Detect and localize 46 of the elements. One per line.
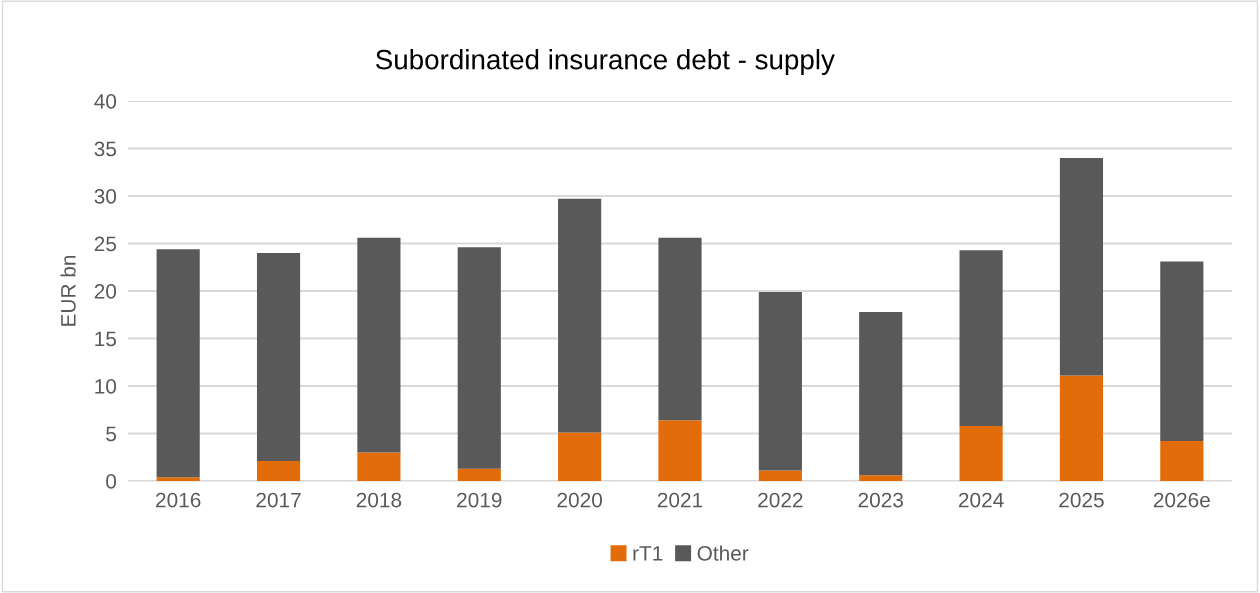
y-tick-label: 10 xyxy=(95,379,117,394)
bar xyxy=(558,198,602,433)
bar xyxy=(256,253,301,462)
bar xyxy=(558,432,602,481)
bar xyxy=(1160,261,1204,442)
bar xyxy=(758,470,802,481)
x-tick-label: 2026e xyxy=(1153,492,1210,508)
bar xyxy=(357,452,401,481)
y-tick-label: 35 xyxy=(94,141,117,157)
bar xyxy=(859,311,903,476)
y-axis-title: EUR bn xyxy=(60,255,76,326)
bar xyxy=(256,461,301,481)
x-tick-label: 2022 xyxy=(758,492,803,508)
bar xyxy=(1059,158,1104,376)
bar xyxy=(959,425,1003,481)
x-tick-label: 2018 xyxy=(356,492,402,508)
y-tick-label: 0 xyxy=(106,474,117,489)
bar xyxy=(959,250,1003,426)
bar xyxy=(859,475,903,481)
x-tick-label: 2021 xyxy=(657,492,703,508)
legend-label: Other xyxy=(697,545,749,561)
y-tick-label: 40 xyxy=(94,94,117,109)
x-tick-label: 2016 xyxy=(156,492,201,508)
bar xyxy=(1160,441,1204,481)
x-tick-label: 2023 xyxy=(858,492,903,508)
bar xyxy=(758,291,802,471)
x-tick-label: 2024 xyxy=(958,492,1004,508)
y-tick-label: 30 xyxy=(94,189,117,204)
y-tick-label: 5 xyxy=(106,426,117,442)
bar xyxy=(357,237,401,453)
legend-label: rT1 xyxy=(633,546,663,561)
bar xyxy=(156,477,200,481)
bar xyxy=(658,420,702,481)
x-tick-label: 2017 xyxy=(256,492,301,508)
bar xyxy=(1059,375,1104,481)
chart-title: Subordinated insurance debt - supply xyxy=(375,49,835,75)
bar xyxy=(457,247,501,469)
y-tick-label: 15 xyxy=(95,331,117,347)
bar xyxy=(156,249,200,478)
bar xyxy=(457,468,501,481)
y-tick-label: 20 xyxy=(94,284,117,299)
x-tick-label: 2020 xyxy=(557,492,602,508)
bar xyxy=(658,237,702,421)
x-tick-label: 2025 xyxy=(1059,492,1104,508)
y-tick-label: 25 xyxy=(94,236,117,252)
x-tick-label: 2019 xyxy=(457,492,502,508)
